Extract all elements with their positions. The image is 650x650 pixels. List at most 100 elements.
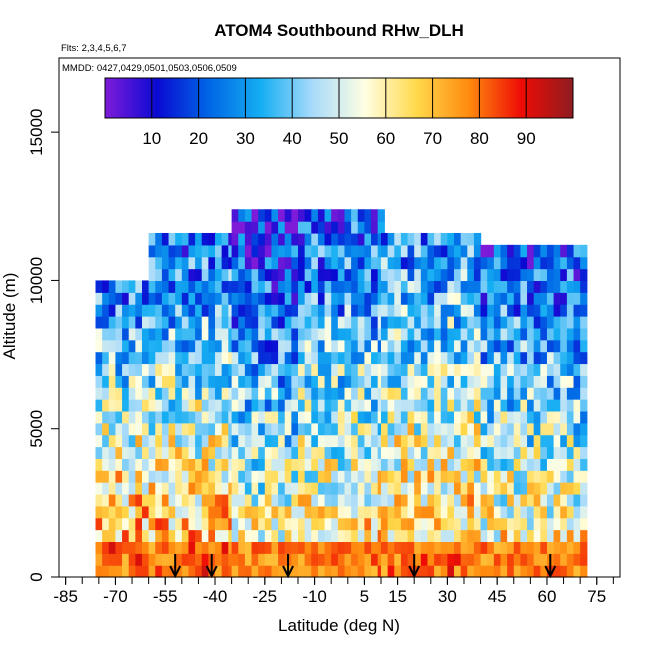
curtain-cell <box>460 493 468 507</box>
curtain-cell <box>317 387 326 400</box>
curtain-cell <box>540 292 548 305</box>
curtain-cell <box>324 280 332 293</box>
curtain-cell <box>533 339 541 353</box>
curtain-cell <box>304 375 312 388</box>
curtain-cell <box>188 280 196 293</box>
flights-note: Flts: 2,3,4,5,6,7 <box>61 43 126 54</box>
curtain-cell <box>364 316 372 329</box>
curtain-cell <box>175 422 183 436</box>
curtain-cell <box>507 268 515 282</box>
curtain-cell <box>467 244 475 258</box>
curtain-cell <box>201 458 209 471</box>
curtain-cell <box>244 553 253 566</box>
curtain-cell <box>553 434 561 448</box>
curtain-cell <box>195 280 203 293</box>
curtain-cell <box>394 232 402 246</box>
curtain-cell <box>440 327 448 341</box>
curtain-cell <box>208 351 216 365</box>
curtain-cell <box>311 316 319 329</box>
curtain-cell <box>304 387 312 400</box>
curtain-cell <box>148 256 156 270</box>
curtain-cell <box>351 565 359 578</box>
curtain-cell <box>284 256 292 270</box>
curtain-cell <box>188 553 196 566</box>
curtain-cell <box>244 209 253 222</box>
curtain-cell <box>487 399 495 412</box>
curtain-cell <box>513 280 522 293</box>
curtain-cell <box>181 244 190 258</box>
curtain-cell <box>507 458 515 471</box>
curtain-cell <box>427 327 435 341</box>
curtain-cell <box>278 244 286 258</box>
curtain-cell <box>258 505 266 519</box>
curtain-cell <box>580 256 588 270</box>
curtain-cell <box>122 351 130 365</box>
curtain-cell <box>231 304 239 317</box>
curtain-cell <box>473 458 482 471</box>
curtain-cell <box>434 316 442 329</box>
y-tick-label: 0 <box>27 572 46 581</box>
curtain-cell <box>560 505 568 519</box>
curtain-cell <box>102 316 110 329</box>
curtain-cell <box>304 553 312 566</box>
curtain-cell <box>427 541 435 554</box>
curtain-cell <box>135 434 143 448</box>
curtain-cell <box>507 292 515 305</box>
curtain-cell <box>95 399 103 412</box>
curtain-cell <box>337 209 346 222</box>
curtain-cell <box>434 304 442 317</box>
curtain-cell <box>414 505 422 519</box>
curtain-cell <box>420 387 429 400</box>
curtain-cell <box>507 280 515 293</box>
curtain-cell <box>244 339 253 353</box>
curtain-cell <box>324 387 332 400</box>
curtain-cell <box>553 565 561 578</box>
curtain-cell <box>115 410 123 424</box>
curtain-cell <box>533 458 541 471</box>
curtain-cell <box>357 351 365 365</box>
curtain-cell <box>102 304 110 317</box>
curtain-cell <box>500 304 508 317</box>
curtain-cell <box>161 304 170 317</box>
curtain-cell <box>317 517 326 531</box>
curtain-cell <box>95 482 103 495</box>
curtain-cell <box>357 375 365 388</box>
curtain-cell <box>278 399 286 412</box>
curtain-cell <box>258 410 266 424</box>
curtain-cell <box>271 446 279 459</box>
curtain-cell <box>573 434 581 448</box>
curtain-cell <box>427 422 435 436</box>
curtain-cell <box>344 482 352 495</box>
curtain-cell <box>480 327 488 341</box>
curtain-cell <box>258 232 266 246</box>
curtain-cell <box>351 493 359 507</box>
curtain-cell <box>155 422 163 436</box>
curtain-cell <box>317 565 326 578</box>
curtain-cell <box>231 422 239 436</box>
curtain-cell <box>420 244 429 258</box>
curtain-cell <box>427 517 435 531</box>
curtain-cell <box>221 422 229 436</box>
curtain-cell <box>566 482 575 495</box>
curtain-cell <box>527 422 535 436</box>
curtain-cell <box>407 446 415 459</box>
curtain-cell <box>284 422 292 436</box>
curtain-cell <box>467 268 475 282</box>
curtain-cell <box>208 493 216 507</box>
curtain-cell <box>513 244 522 258</box>
curtain-cell <box>546 244 555 258</box>
curtain-cell <box>337 221 346 234</box>
curtain-cell <box>311 232 319 246</box>
curtain-cell <box>467 351 475 365</box>
curtain-cell <box>258 387 266 400</box>
curtain-cell <box>181 458 190 471</box>
curtain-cell <box>284 446 292 459</box>
curtain-cell <box>493 434 502 448</box>
curtain-cell <box>175 363 183 376</box>
curtain-cell <box>221 458 229 471</box>
curtain-cell <box>168 280 176 293</box>
curtain-cell <box>161 565 170 578</box>
curtain-cell <box>195 244 203 258</box>
curtain-cell <box>500 410 508 424</box>
curtain-cell <box>394 375 402 388</box>
